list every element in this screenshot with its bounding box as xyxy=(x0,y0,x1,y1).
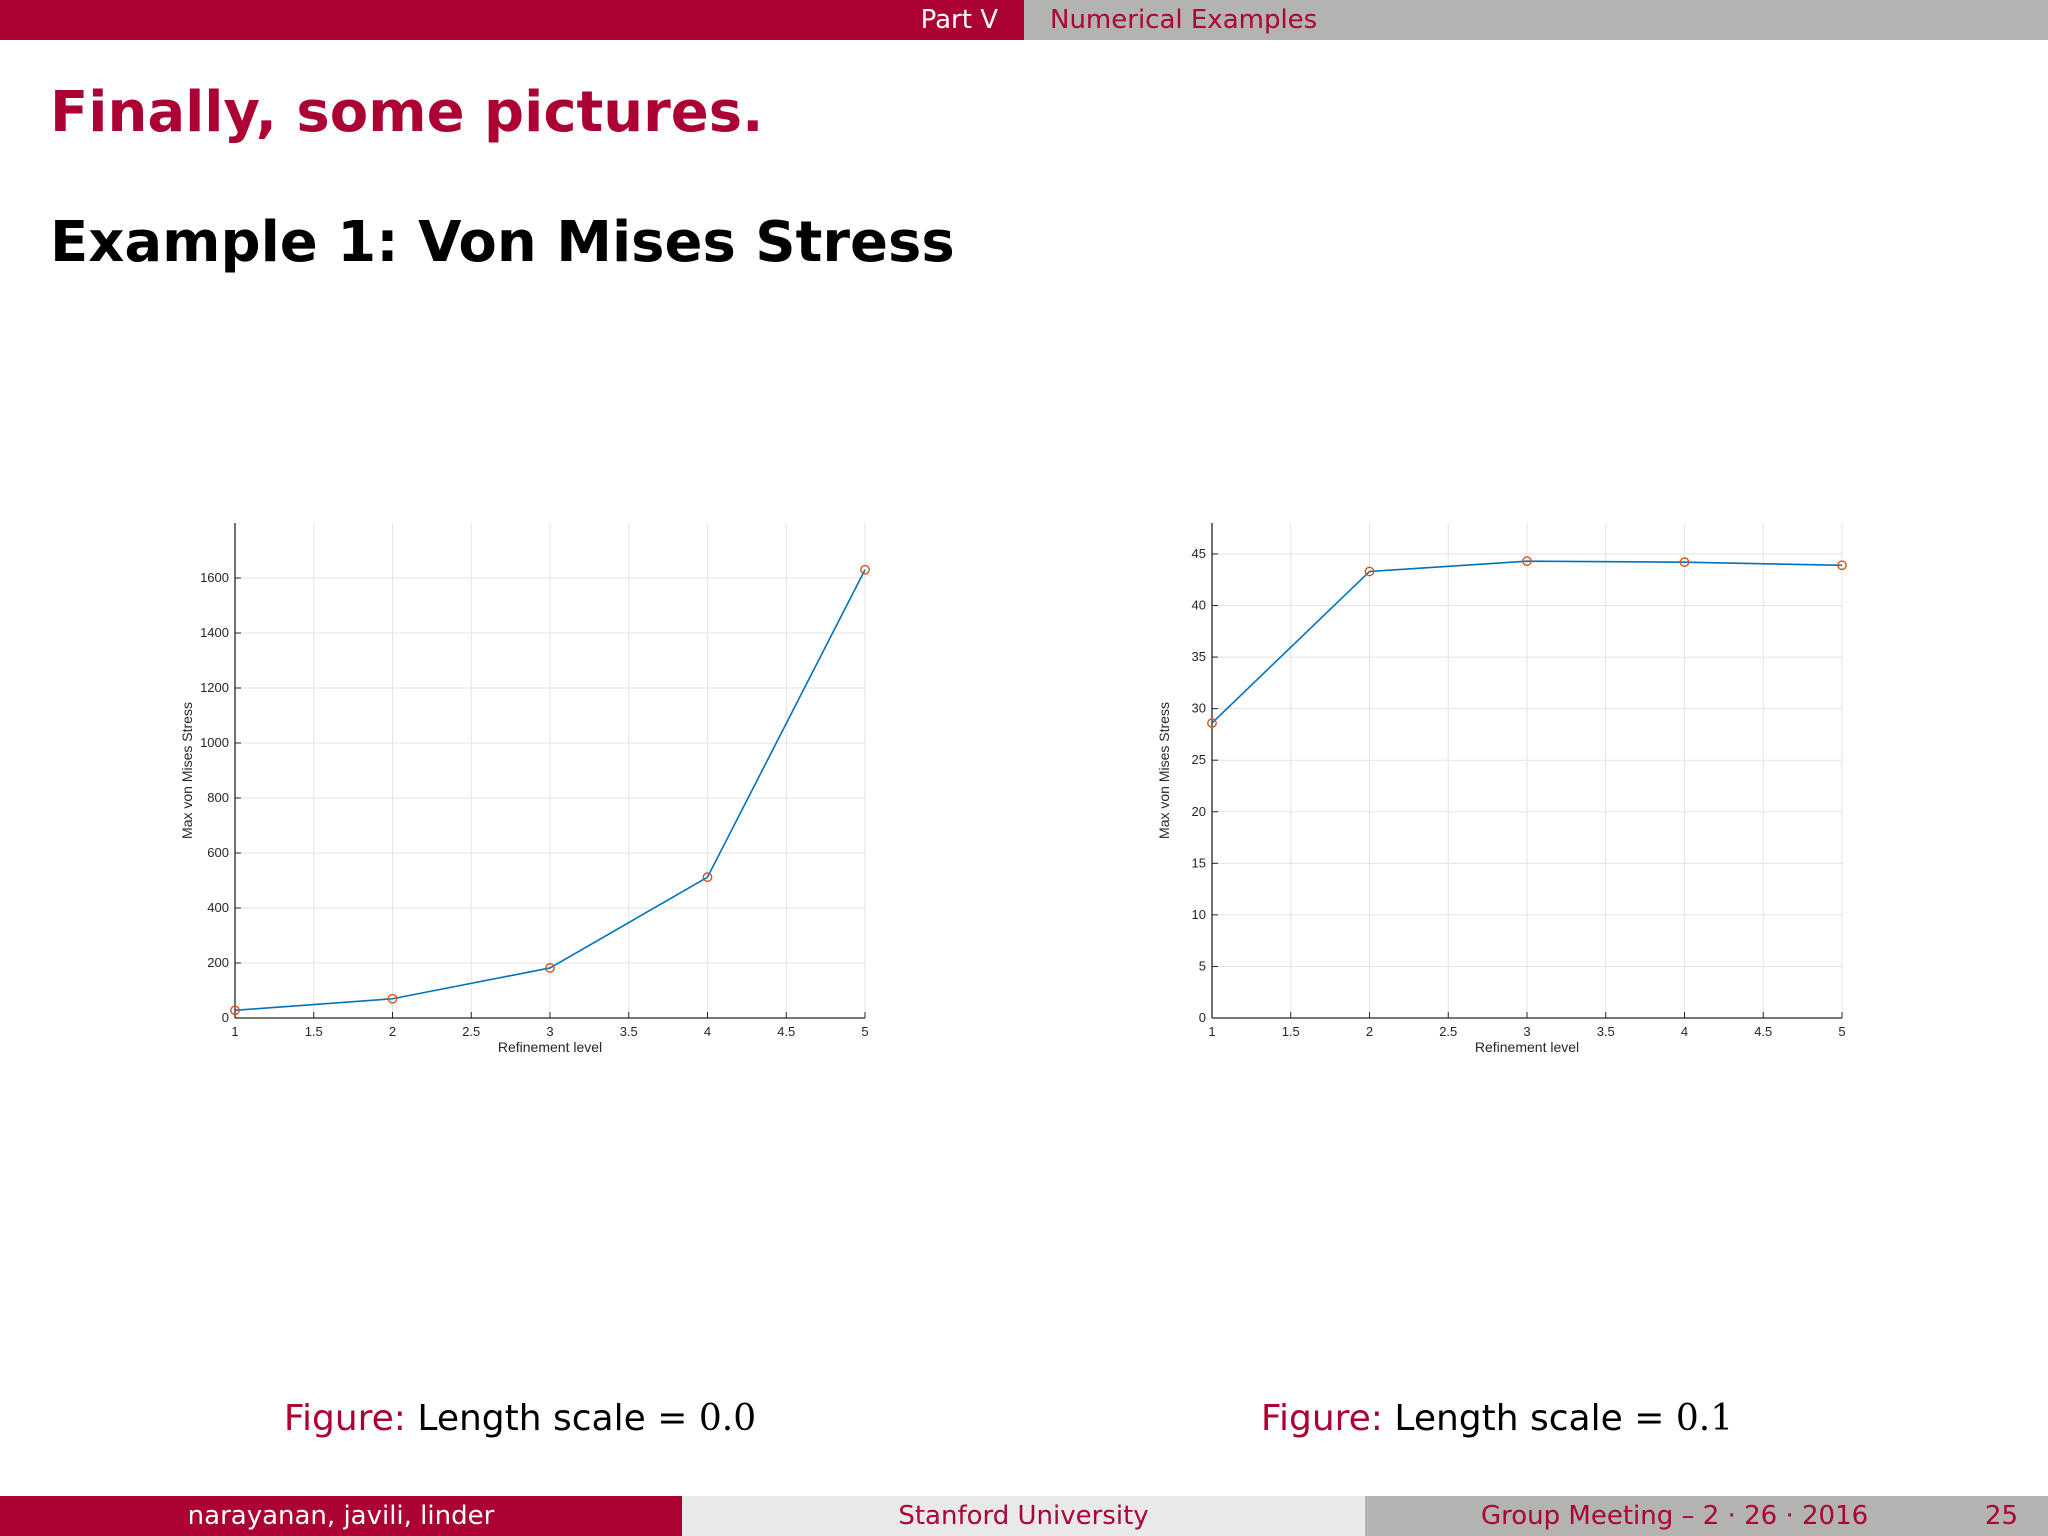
footer-date: Group Meeting – 2 · 26 · 2016 xyxy=(1481,1501,1869,1531)
x-tick-label: 5 xyxy=(1838,1024,1845,1039)
section-label: Numerical Examples xyxy=(1050,5,1318,35)
x-tick-label: 2 xyxy=(1366,1024,1373,1039)
y-tick-label: 800 xyxy=(207,790,229,805)
caption-value: 0.1 xyxy=(1675,1398,1734,1439)
caption-equals: = xyxy=(657,1398,688,1439)
y-tick-label: 25 xyxy=(1192,752,1206,767)
x-tick-label: 1.5 xyxy=(1282,1024,1300,1039)
x-tick-label: 4 xyxy=(1681,1024,1688,1039)
footer-authors: narayanan, javili, linder xyxy=(0,1496,682,1536)
data-point xyxy=(1837,560,1847,571)
y-tick-label: 1600 xyxy=(200,570,229,585)
x-tick-label: 5 xyxy=(861,1024,868,1039)
data-point xyxy=(1207,718,1217,728)
y-tick-label: 0 xyxy=(222,1010,229,1025)
x-tick-label: 2.5 xyxy=(1439,1024,1457,1039)
y-tick-label: 400 xyxy=(207,900,229,915)
caption-equals: = xyxy=(1634,1398,1665,1439)
series-line xyxy=(1211,560,1843,724)
y-tick-label: 600 xyxy=(207,845,229,860)
caption-text: Length scale xyxy=(1394,1398,1623,1439)
x-tick-label: 1 xyxy=(231,1024,238,1039)
x-tick-label: 2 xyxy=(389,1024,396,1039)
x-tick-label: 3 xyxy=(1523,1024,1530,1039)
data-point xyxy=(702,872,713,883)
y-tick-label: 30 xyxy=(1192,701,1206,716)
y-tick-label: 1000 xyxy=(200,735,229,750)
footer-bar: narayanan, javili, linder Stanford Unive… xyxy=(0,1496,2048,1536)
y-axis-label: Max von Mises Stress xyxy=(179,702,195,839)
figure-caption-1: Figure: Length scale = 0.0 xyxy=(170,1394,870,1444)
data-point xyxy=(1679,557,1690,568)
x-tick-label: 2.5 xyxy=(462,1024,480,1039)
x-tick-label: 3.5 xyxy=(1597,1024,1615,1039)
frame-title: Finally, some pictures. xyxy=(50,80,764,145)
caption-value: 0.0 xyxy=(698,1398,757,1439)
part-segment[interactable]: Part V xyxy=(0,0,1024,40)
section-segment[interactable]: Numerical Examples xyxy=(1024,0,2048,40)
x-tick-label: 1 xyxy=(1208,1024,1215,1039)
x-tick-label: 3 xyxy=(546,1024,553,1039)
y-tick-label: 5 xyxy=(1199,958,1206,973)
x-axis-label: Refinement level xyxy=(498,1039,602,1055)
block-heading: Example 1: Von Mises Stress xyxy=(50,210,955,275)
data-point xyxy=(860,564,870,575)
x-tick-label: 4.5 xyxy=(1754,1024,1772,1039)
figure-prefix: Figure: xyxy=(283,1398,406,1439)
top-navigation-bar: Part V Numerical Examples xyxy=(0,0,2048,40)
y-tick-label: 45 xyxy=(1192,546,1206,561)
y-tick-label: 40 xyxy=(1192,598,1206,613)
data-point xyxy=(1364,566,1375,577)
y-tick-label: 15 xyxy=(1192,855,1206,870)
y-tick-label: 0 xyxy=(1199,1010,1206,1025)
data-point xyxy=(387,993,398,1004)
x-tick-label: 3.5 xyxy=(620,1024,638,1039)
y-axis-label: Max von Mises Stress xyxy=(1156,702,1172,839)
y-tick-label: 200 xyxy=(207,955,229,970)
caption-text: Length scale xyxy=(417,1398,646,1439)
y-tick-label: 20 xyxy=(1192,804,1206,819)
data-point xyxy=(230,1005,240,1016)
chart-length-scale-0-1: 1 1.5 2 2.5 3 3.5 4 4.5 5 0 5 10 15 20 25 30 35 40 45 Refin… xyxy=(1156,523,1847,1055)
y-tick-label: 1200 xyxy=(200,680,229,695)
x-tick-label: 4.5 xyxy=(777,1024,795,1039)
part-label: Part V xyxy=(920,5,998,35)
figure-caption-2: Figure: Length scale = 0.1 xyxy=(1147,1394,1847,1444)
x-tick-label: 1.5 xyxy=(305,1024,323,1039)
y-tick-label: 35 xyxy=(1192,649,1206,664)
series-line xyxy=(234,569,866,1012)
footer-date-segment: Group Meeting – 2 · 26 · 2016 25 xyxy=(1365,1496,2048,1536)
footer-institution: Stanford University xyxy=(682,1496,1365,1536)
data-point xyxy=(1522,556,1532,567)
chart-length-scale-0: 1 1.5 2 2.5 3 3.5 4 4.5 5 0 200 400 600 800 1000 1200 14… xyxy=(179,523,870,1055)
data-point xyxy=(545,963,555,973)
page-number: 25 xyxy=(1984,1501,2018,1531)
figure-prefix: Figure: xyxy=(1260,1398,1383,1439)
x-axis-label: Refinement level xyxy=(1475,1039,1579,1055)
y-tick-label: 1400 xyxy=(200,625,229,640)
y-tick-label: 10 xyxy=(1192,907,1206,922)
x-tick-label: 4 xyxy=(704,1024,711,1039)
